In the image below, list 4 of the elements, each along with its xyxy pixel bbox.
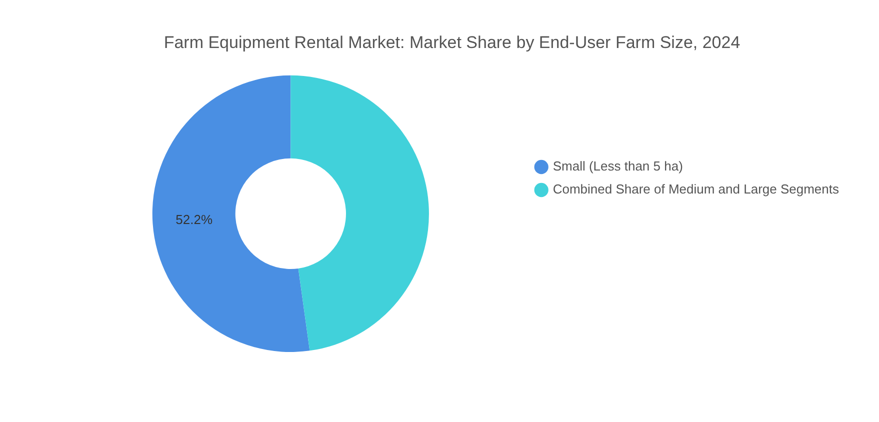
legend-label: Small (Less than 5 ha): [552, 158, 683, 174]
legend-label: Combined Share of Medium and Large Segments: [552, 182, 840, 197]
data-label: 52.2%: [176, 212, 213, 227]
chart-title: Farm Equipment Rental Market: Market Share by End-User Farm Size, 2024: [164, 32, 740, 52]
